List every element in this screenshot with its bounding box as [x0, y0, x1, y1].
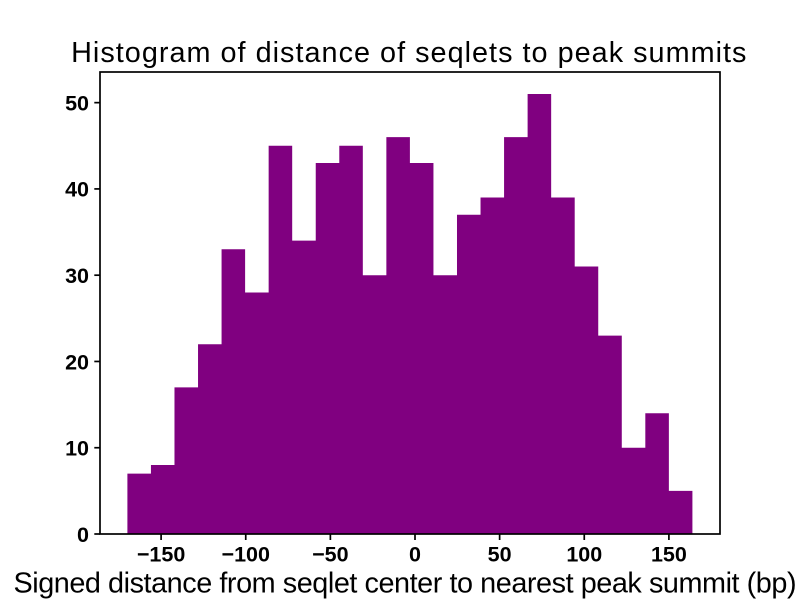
svg-text:40: 40 — [65, 178, 89, 202]
svg-text:50: 50 — [488, 542, 512, 566]
svg-text:150: 150 — [651, 542, 687, 566]
svg-text:20: 20 — [65, 350, 89, 374]
svg-text:0: 0 — [77, 523, 89, 547]
svg-text:−100: −100 — [222, 542, 270, 566]
svg-text:Histogram of distance of seqle: Histogram of distance of seqlets to peak… — [71, 37, 747, 69]
svg-text:10: 10 — [65, 437, 89, 461]
svg-text:30: 30 — [65, 264, 89, 288]
svg-text:0: 0 — [409, 542, 421, 566]
svg-text:50: 50 — [65, 91, 89, 115]
svg-text:Signed distance from seqlet ce: Signed distance from seqlet center to ne… — [13, 568, 796, 600]
svg-text:−50: −50 — [312, 542, 349, 566]
svg-text:−150: −150 — [137, 542, 185, 566]
svg-text:100: 100 — [566, 542, 602, 566]
